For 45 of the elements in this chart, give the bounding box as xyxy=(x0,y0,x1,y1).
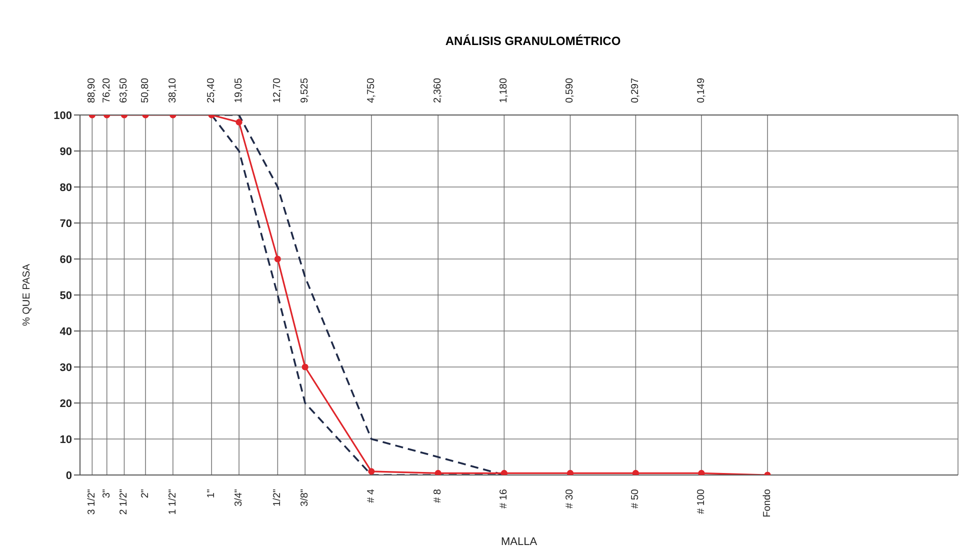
y-tick-label: 90 xyxy=(60,146,72,158)
text: 2" xyxy=(140,488,152,498)
text: # 8 xyxy=(432,488,444,503)
x-tick-label: 4,750 xyxy=(366,78,377,103)
x-tick-label: 0,149 xyxy=(696,78,707,103)
x-tick-label: 0,590 xyxy=(564,78,576,103)
x-axis-title: MALLA xyxy=(500,536,538,548)
x-tick-label: 25,40 xyxy=(206,78,218,103)
x-tick-label: 1,180 xyxy=(498,78,510,103)
y-tick-label: 30 xyxy=(60,362,72,374)
text: # 50 xyxy=(630,488,642,508)
x-tick-label: 88,90 xyxy=(86,78,98,103)
text: # 100 xyxy=(696,488,707,514)
x-tick-label: 12,70 xyxy=(272,78,284,103)
text: # 4 xyxy=(366,488,377,503)
text: # 30 xyxy=(564,488,576,508)
text: 3/4" xyxy=(234,488,245,506)
x-tick-label: 19,05 xyxy=(234,78,245,103)
y-tick-label: 100 xyxy=(54,110,72,122)
y-tick-label: 50 xyxy=(60,290,72,302)
text: 1/2" xyxy=(272,488,284,506)
y-tick-label: 20 xyxy=(60,398,72,410)
text: 3" xyxy=(101,488,112,498)
y-tick-label: 40 xyxy=(60,326,72,338)
x-tick-label: 38,10 xyxy=(167,78,178,103)
x-tick-label: 50,80 xyxy=(140,78,152,103)
y-tick-label: 80 xyxy=(60,182,72,194)
x-tick-label: 9,525 xyxy=(300,78,311,103)
y-axis-title: % QUE PASA xyxy=(22,264,33,326)
y-tick-label: 0 xyxy=(66,470,72,482)
text: Fondo xyxy=(762,488,774,518)
text: 1 1/2" xyxy=(167,488,178,515)
text: 3/8" xyxy=(300,488,311,506)
text: 1" xyxy=(206,488,218,498)
y-tick-label: 10 xyxy=(60,434,72,446)
chart-title: ANÁLISIS GRANULOMÉTRICO xyxy=(444,33,622,50)
text: # 16 xyxy=(498,488,510,508)
y-tick-label: 60 xyxy=(60,254,72,266)
x-tick-label: 63,50 xyxy=(118,78,130,103)
x-tick-label: 0,297 xyxy=(630,78,642,103)
y-tick-label: 70 xyxy=(60,218,72,230)
text: 3 1/2" xyxy=(86,488,98,515)
text: 2 1/2" xyxy=(118,488,130,515)
x-tick-label: 76,20 xyxy=(101,78,112,103)
x-tick-label: 2,360 xyxy=(432,78,444,103)
